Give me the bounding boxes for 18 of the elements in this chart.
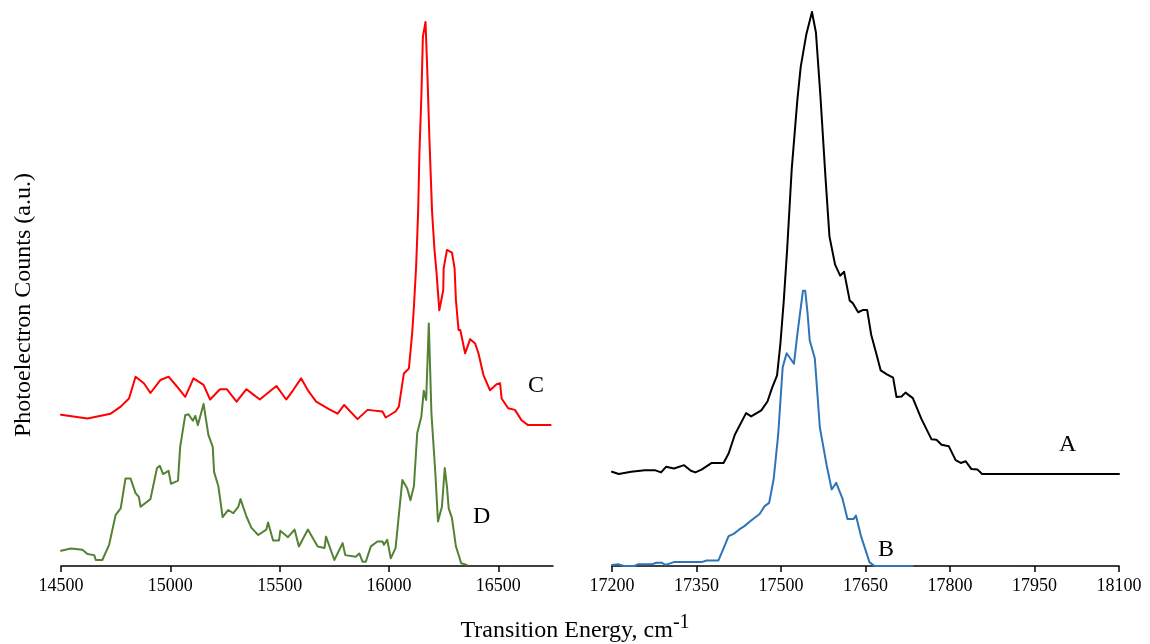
x-tick-label: 15000 xyxy=(147,575,193,595)
annotation: A xyxy=(1059,430,1077,456)
x-tick-label: 17800 xyxy=(927,575,973,595)
annotation: B xyxy=(878,535,895,561)
x-tick-label: 16000 xyxy=(366,575,412,595)
x-axis-title: Transition Energy, cm$^{-1}$ xyxy=(459,610,691,643)
annotation: D xyxy=(473,502,491,528)
x-tick-label: 17350 xyxy=(674,575,719,595)
annotation: C xyxy=(528,371,545,397)
x-tick-label: 17650 xyxy=(843,575,888,595)
x-tick-label: 17950 xyxy=(1012,575,1057,595)
x-tick-label: 17200 xyxy=(589,575,635,595)
x-tick-label: 16500 xyxy=(475,575,521,595)
x-tick-label: 15500 xyxy=(257,575,303,595)
y-axis-title: Photoelectron Counts (a.u.) xyxy=(8,173,36,437)
x-tick-label: 17500 xyxy=(758,575,804,595)
x-tick-label: 14500 xyxy=(38,575,84,595)
x-tick-label: 18100 xyxy=(1096,575,1142,595)
